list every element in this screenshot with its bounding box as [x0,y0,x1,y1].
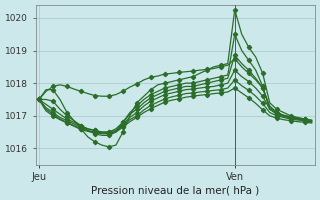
X-axis label: Pression niveau de la mer( hPa ): Pression niveau de la mer( hPa ) [91,185,260,195]
